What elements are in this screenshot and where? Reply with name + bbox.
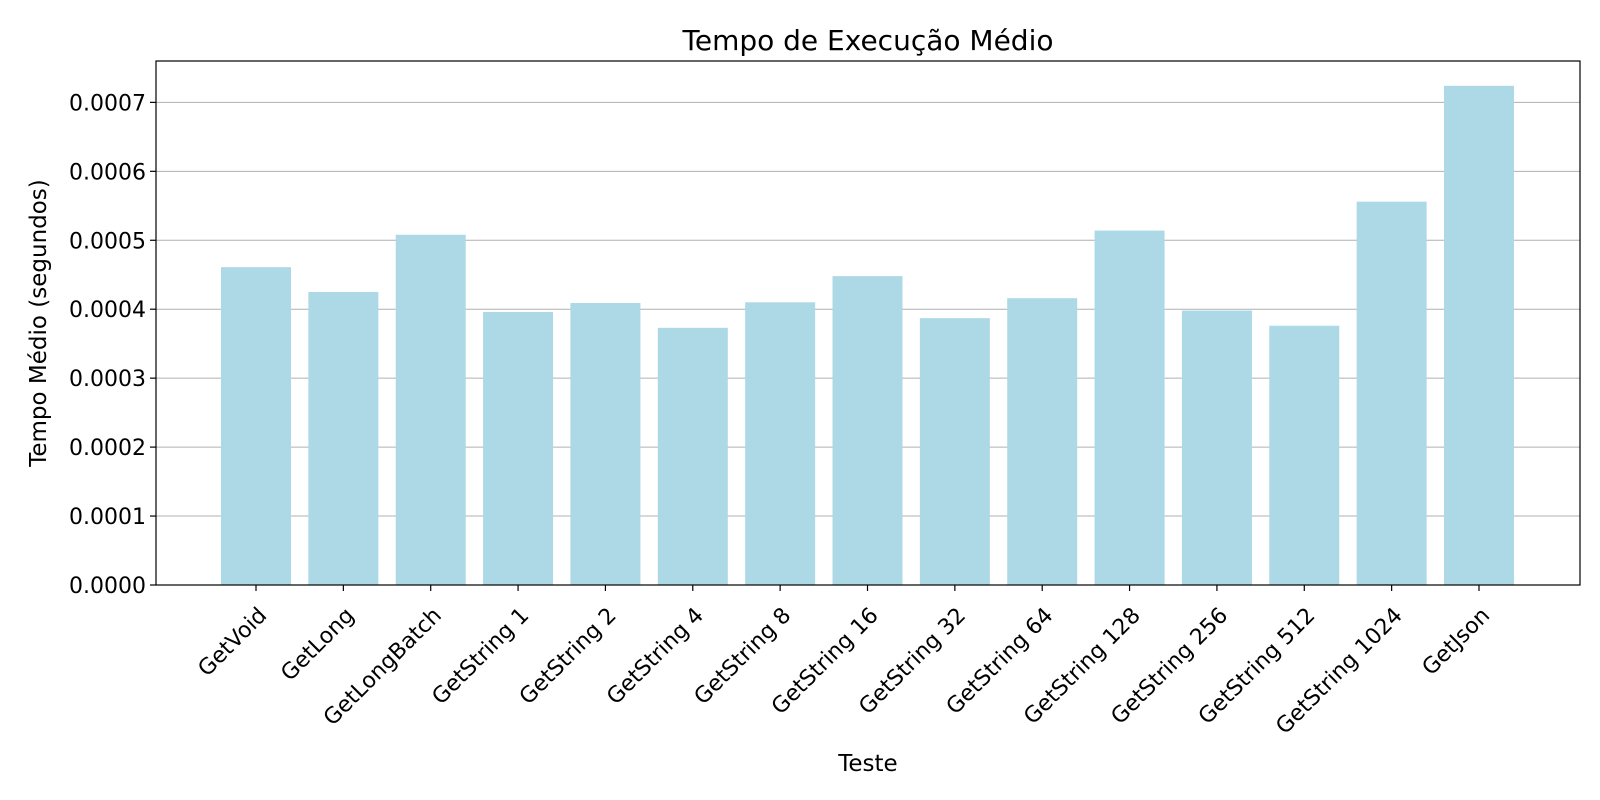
- y-axis-label: Tempo Médio (segundos): [26, 179, 52, 468]
- bar: [570, 303, 641, 585]
- bar: [919, 318, 990, 585]
- bar: [1007, 298, 1078, 585]
- bar: [1181, 310, 1252, 585]
- bar: [308, 291, 379, 585]
- x-axis-label: Teste: [837, 751, 897, 777]
- y-tick-label: 0.0003: [69, 367, 146, 392]
- bar: [395, 234, 466, 585]
- y-tick-label: 0.0006: [69, 160, 146, 185]
- y-tick-label: 0.0001: [69, 505, 146, 530]
- bar: [1356, 201, 1427, 585]
- x-tick-label: GetVoid: [194, 603, 273, 682]
- chart-title: Tempo de Execução Médio: [682, 24, 1054, 57]
- bar: [221, 267, 291, 585]
- bar: [745, 302, 816, 585]
- bar: [832, 276, 903, 585]
- x-tick-label: GetLong: [276, 603, 359, 686]
- bar: [1094, 230, 1165, 585]
- y-axis-ticks: 0.0000 0.0001 0.0002 0.0003 0.0004 0.0005 0.00…: [69, 91, 156, 599]
- bars: [221, 85, 1514, 586]
- bar: [657, 327, 728, 585]
- y-tick-label: 0.0000: [69, 574, 146, 599]
- x-tick-label: GetJson: [1418, 603, 1495, 680]
- y-tick-label: 0.0007: [69, 91, 146, 116]
- bar: [1443, 85, 1514, 586]
- y-tick-label: 0.0002: [69, 436, 146, 461]
- bar: [483, 311, 554, 585]
- y-tick-label: 0.0004: [69, 298, 146, 323]
- bar: [1269, 325, 1340, 585]
- y-tick-label: 0.0005: [69, 229, 146, 254]
